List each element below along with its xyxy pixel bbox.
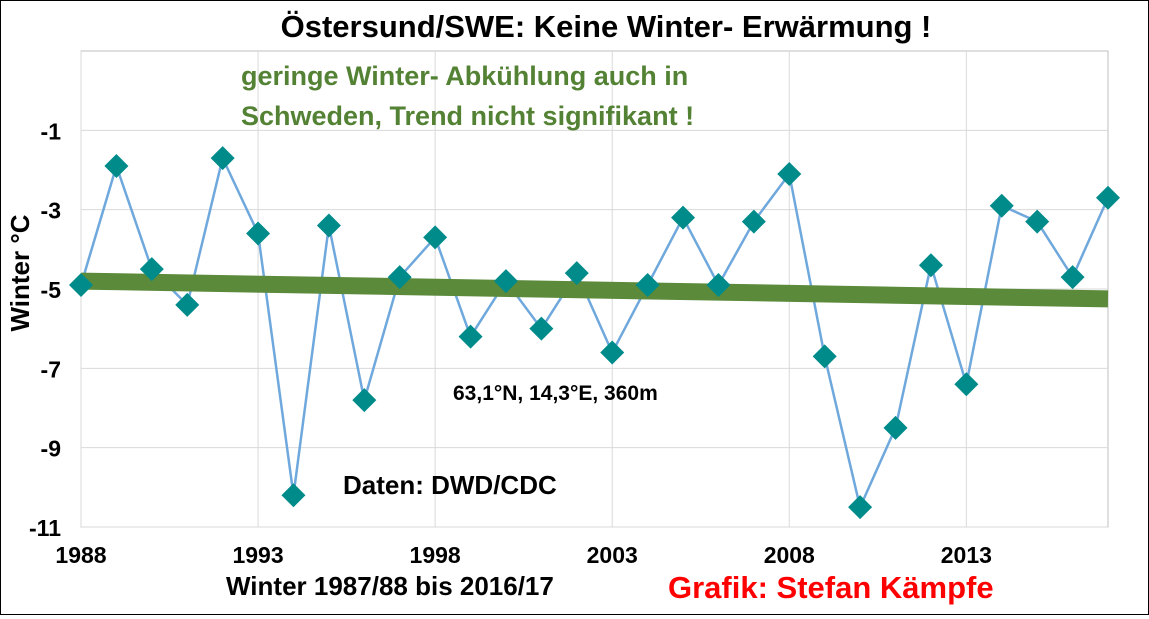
data-point-marker (1096, 185, 1120, 210)
x-tick-label: 1993 (232, 542, 283, 568)
data-point-marker (529, 316, 554, 341)
y-tick-label: -7 (41, 356, 61, 382)
data-point-marker (564, 261, 589, 286)
data-point-marker (423, 225, 448, 250)
data-point-marker (1060, 265, 1085, 290)
trend-note-line-1: geringe Winter- Abkühlung auch in (241, 61, 688, 91)
trend-layer (80, 272, 1109, 308)
y-axis-label: Winter °C (5, 214, 35, 331)
data-point-marker (104, 154, 129, 179)
data-point-marker (989, 193, 1014, 218)
location-annotation: 63,1°N, 14,3°E, 360m (453, 382, 658, 405)
credit-annotation: Grafik: Stefan Kämpfe (668, 570, 994, 605)
x-tick-label: 2008 (764, 542, 815, 568)
data-point-marker (493, 269, 518, 294)
data-point-marker (458, 324, 483, 349)
data-source-annotation: Daten: DWD/CDC (343, 470, 557, 500)
data-point-marker (706, 273, 731, 298)
data-point-marker (1025, 209, 1050, 234)
data-point-marker (175, 292, 200, 317)
x-axis-label: Winter 1987/88 bis 2016/17 (226, 571, 554, 601)
trend-note-line-2: Schweden, Trend nicht signifikant ! (241, 101, 694, 131)
x-tick-label: 1998 (410, 542, 461, 568)
data-point-marker (812, 344, 837, 369)
data-point-marker (69, 273, 93, 298)
data-point-marker (281, 483, 306, 508)
data-point-marker (316, 213, 341, 238)
y-axis-ticks: -1 -3 -5 -7 -9 -11 (29, 118, 61, 541)
data-point-marker (918, 253, 943, 278)
chart-title: Östersund/SWE: Keine Winter- Erwärmung ! (281, 9, 932, 44)
y-tick-label: -9 (41, 436, 61, 462)
x-axis-ticks: 1988 1993 1998 2003 2008 2013 (55, 542, 992, 568)
data-point-marker (600, 340, 625, 365)
trend-line (80, 272, 1109, 308)
data-point-marker (210, 146, 235, 171)
x-tick-label: 1988 (55, 542, 106, 568)
y-tick-label: -3 (41, 198, 61, 224)
data-point-marker (848, 495, 873, 520)
y-tick-label: -5 (41, 277, 62, 303)
series-layer (79, 156, 1110, 509)
marker-layer (69, 146, 1120, 520)
plot-area: -1 -3 -5 -7 -9 -11 1988 1993 1998 2003 2008 2013 (29, 50, 1120, 568)
y-tick-label: -11 (29, 515, 61, 541)
data-point-marker (246, 221, 271, 246)
data-point-marker (883, 415, 908, 440)
data-point-marker (741, 209, 766, 234)
x-tick-label: 2013 (941, 542, 992, 568)
data-point-marker (387, 265, 412, 290)
data-point-marker (671, 205, 696, 230)
series-line (79, 156, 1110, 509)
data-point-marker (139, 257, 164, 282)
data-point-marker (635, 273, 660, 298)
x-tick-label: 2003 (587, 542, 638, 568)
data-point-marker (954, 372, 979, 397)
data-point-marker (352, 388, 377, 413)
data-point-marker (777, 161, 802, 186)
y-tick-label: -1 (41, 118, 62, 144)
